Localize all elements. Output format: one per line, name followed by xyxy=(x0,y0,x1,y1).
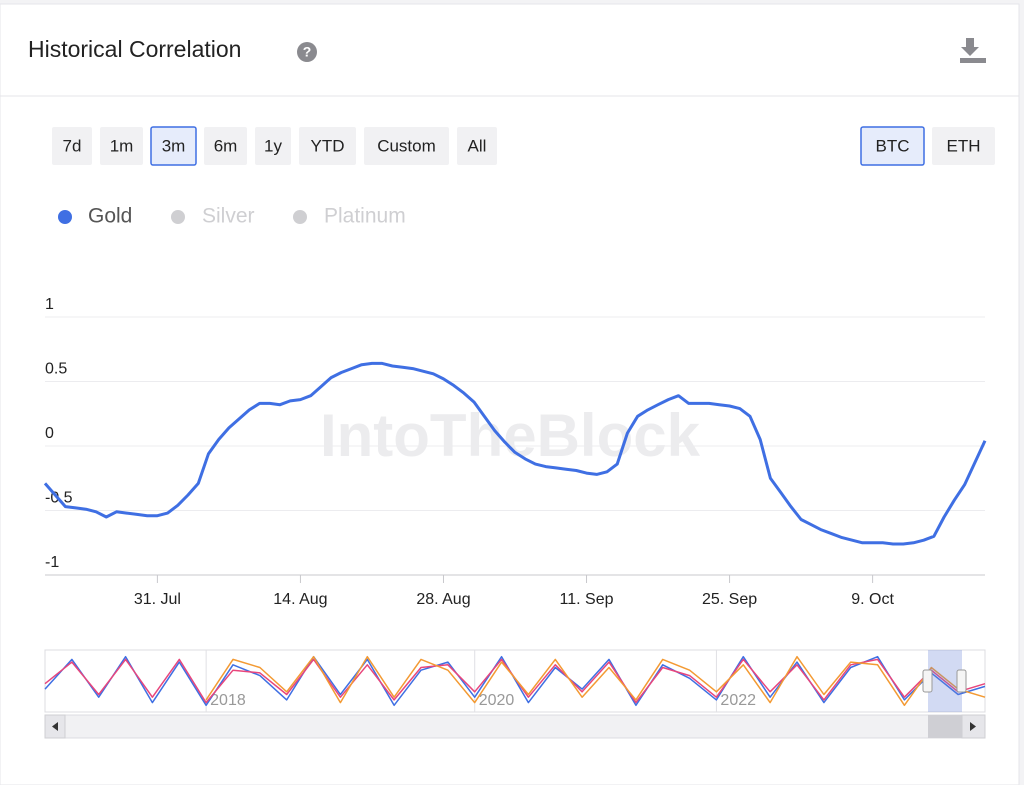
button[interactable] xyxy=(860,126,925,166)
button[interactable] xyxy=(299,127,356,165)
navigator-window[interactable] xyxy=(928,650,962,712)
legend-dot[interactable] xyxy=(293,210,307,224)
button[interactable] xyxy=(255,127,291,165)
button[interactable] xyxy=(364,127,449,165)
navigator-series xyxy=(205,655,986,707)
legend-label[interactable]: Silver xyxy=(202,205,255,228)
title: Historical Correlation xyxy=(28,36,241,62)
x-tick-label: 9. Oct xyxy=(851,591,894,608)
y-tick-label: 0.5 xyxy=(45,361,67,378)
legend-dot[interactable] xyxy=(171,210,185,224)
watermark: IntoTheBlock xyxy=(320,402,701,469)
button-label[interactable]: 1m xyxy=(110,136,134,155)
navigator-label: 2020 xyxy=(479,692,515,709)
download-arrow xyxy=(961,47,979,56)
navigator-frame xyxy=(44,649,986,713)
scroll-right-arrow xyxy=(970,722,976,731)
button-label[interactable]: BTC xyxy=(876,136,910,155)
navigator-handle-left[interactable] xyxy=(922,669,933,693)
button-label[interactable]: ETH xyxy=(947,136,981,155)
navigator-label: 2018 xyxy=(210,692,246,709)
legend-label[interactable]: Platinum xyxy=(324,205,406,228)
x-tick-label: 31. Jul xyxy=(134,591,181,608)
button-label[interactable]: YTD xyxy=(311,136,345,155)
button-label[interactable]: 1y xyxy=(264,136,282,155)
x-tick-label: 14. Aug xyxy=(273,591,327,608)
button-label[interactable]: Custom xyxy=(377,136,436,155)
button[interactable] xyxy=(100,127,143,165)
download-tray xyxy=(960,58,986,63)
navigator-label: 2022 xyxy=(720,692,756,709)
help-circle xyxy=(297,42,317,62)
button-label[interactable]: All xyxy=(468,136,487,155)
download-stem xyxy=(966,38,974,48)
x-tick-label: 25. Sep xyxy=(702,591,757,608)
navigator-series xyxy=(44,655,986,707)
y-tick-label: 1 xyxy=(45,296,54,313)
scroll-thumb[interactable] xyxy=(928,715,962,738)
download-icon[interactable] xyxy=(960,38,986,63)
scroll-left-arrow xyxy=(52,722,58,731)
line-series xyxy=(43,361,987,546)
button-label[interactable]: 6m xyxy=(214,136,238,155)
y-tick-label: 0 xyxy=(45,425,54,442)
legend-label[interactable]: Gold xyxy=(88,205,132,228)
card xyxy=(0,3,1020,785)
scrollbar-track xyxy=(44,714,986,739)
button[interactable] xyxy=(52,127,92,165)
help-icon[interactable]: ? xyxy=(297,42,317,62)
legend-dot[interactable] xyxy=(58,210,72,224)
help-mark: ? xyxy=(303,44,312,60)
button[interactable] xyxy=(204,127,247,165)
button-label[interactable]: 7d xyxy=(63,136,82,155)
y-tick-label: -1 xyxy=(45,554,59,571)
button[interactable] xyxy=(457,127,497,165)
x-tick-label: 11. Sep xyxy=(560,591,614,608)
navigator-handle-right[interactable] xyxy=(956,669,967,693)
button[interactable] xyxy=(150,126,197,166)
button-label[interactable]: 3m xyxy=(162,136,186,155)
x-tick-label: 28. Aug xyxy=(416,591,470,608)
button[interactable] xyxy=(932,127,995,165)
